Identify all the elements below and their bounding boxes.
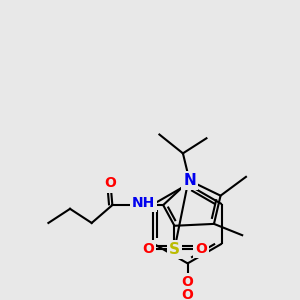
Text: O: O <box>182 275 194 289</box>
Text: O: O <box>182 288 194 300</box>
Text: O: O <box>195 242 207 256</box>
Text: S: S <box>169 242 180 257</box>
Text: O: O <box>105 176 116 190</box>
Text: NH: NH <box>132 196 155 210</box>
Text: N: N <box>183 173 196 188</box>
Text: O: O <box>142 242 154 256</box>
